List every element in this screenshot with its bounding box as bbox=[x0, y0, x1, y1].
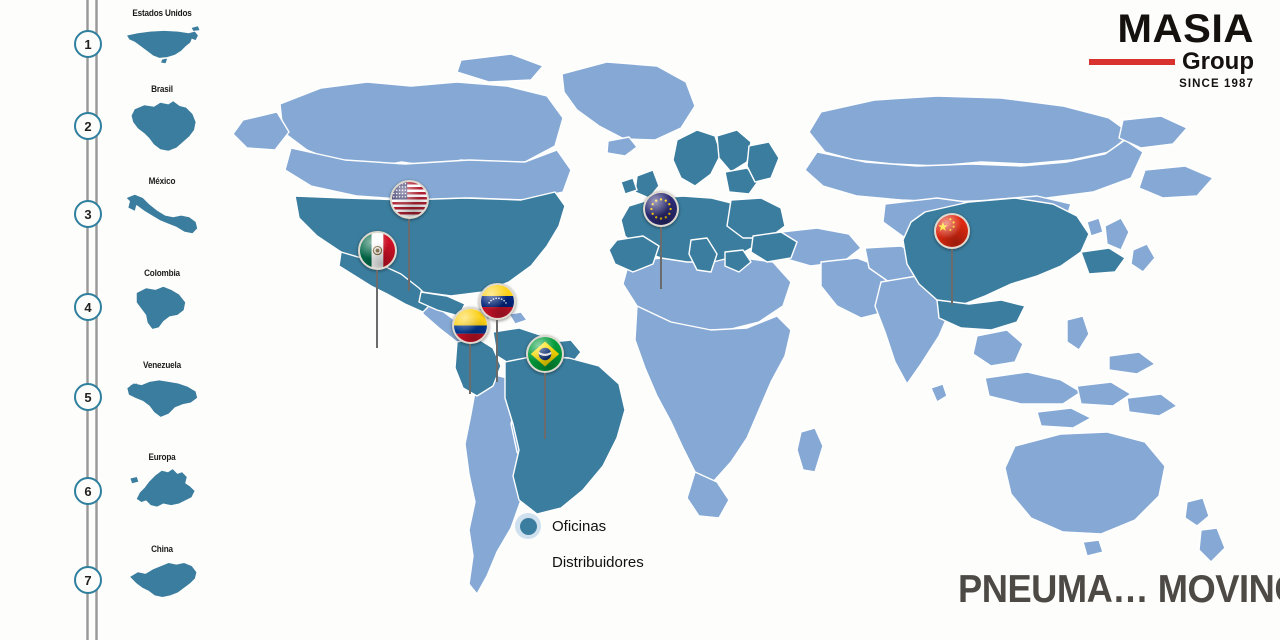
masia-group-logo: MASIA Group SINCE 1987 bbox=[1089, 9, 1254, 91]
pin-stick bbox=[660, 227, 662, 289]
pin-stick bbox=[408, 218, 410, 291]
map-pin-mx[interactable] bbox=[357, 230, 397, 348]
country-shape-united-states bbox=[110, 22, 214, 66]
distributor-regions bbox=[232, 53, 1226, 595]
mx-flag bbox=[357, 230, 397, 270]
logo-since-text: SINCE 1987 bbox=[1179, 78, 1254, 91]
country-shape-china bbox=[110, 558, 214, 602]
logo-wordmark: MASIA bbox=[1117, 7, 1254, 51]
cn-flag bbox=[934, 213, 970, 249]
country-label-mexico: México bbox=[148, 176, 176, 187]
legend-label-office: Oficinas bbox=[552, 517, 607, 535]
pin-stick bbox=[469, 343, 471, 394]
pin-stick bbox=[544, 373, 546, 439]
legend-swatch-distributor bbox=[515, 549, 541, 575]
country-shape-brazil bbox=[110, 98, 214, 154]
country-label-china: China bbox=[151, 544, 173, 555]
country-shape-colombia bbox=[110, 282, 214, 332]
us-flag bbox=[389, 179, 429, 219]
world-map-stage: Oficinas Distribuidores PNEUMA… MOVING A… bbox=[225, 0, 1280, 640]
timeline-badge-7[interactable]: 7 bbox=[74, 566, 102, 594]
legend-swatch-office bbox=[515, 513, 541, 539]
country-shape-mexico bbox=[110, 190, 214, 238]
ve-flag bbox=[478, 282, 516, 320]
country-label-colombia: Colombia bbox=[144, 268, 180, 279]
country-label-europe: Europa bbox=[148, 452, 176, 463]
eu-flag bbox=[643, 191, 679, 227]
pin-stick bbox=[951, 249, 953, 305]
map-pin-cn[interactable] bbox=[934, 213, 970, 305]
legend-row-distributor: Distribuidores bbox=[515, 544, 644, 580]
legend-label-distributor: Distribuidores bbox=[552, 553, 644, 571]
legend-row-office: Oficinas bbox=[515, 508, 644, 544]
map-pin-us[interactable] bbox=[389, 179, 429, 291]
office-regions bbox=[294, 129, 1126, 515]
co-flag bbox=[451, 306, 489, 344]
country-label-brazil: Brasil bbox=[151, 84, 173, 95]
logo-middle-row: Group bbox=[1089, 50, 1254, 74]
logo-red-bar bbox=[1089, 59, 1175, 66]
timeline-badge-5[interactable]: 5 bbox=[74, 383, 102, 411]
timeline-rail-right bbox=[95, 0, 98, 640]
logo-subword: Group bbox=[1182, 48, 1254, 76]
map-pin-co[interactable] bbox=[451, 306, 489, 394]
country-label-venezuela: Venezuela bbox=[143, 360, 181, 371]
country-shape-europe bbox=[110, 466, 214, 516]
timeline-badge-3[interactable]: 3 bbox=[74, 200, 102, 228]
country-timeline-sidebar: Estados Unidos 1 Brasil 2 México 3 Colombia 4 Ve… bbox=[0, 0, 220, 640]
map-pin-ve[interactable] bbox=[478, 282, 516, 382]
timeline-badge-1[interactable]: 1 bbox=[74, 30, 102, 58]
br-flag bbox=[526, 335, 564, 373]
timeline-badge-4[interactable]: 4 bbox=[74, 293, 102, 321]
map-pin-br[interactable] bbox=[526, 335, 564, 439]
map-pin-eu[interactable] bbox=[643, 191, 679, 289]
country-shape-venezuela bbox=[110, 374, 214, 420]
map-legend: Oficinas Distribuidores bbox=[515, 508, 644, 580]
timeline-badge-6[interactable]: 6 bbox=[74, 477, 102, 505]
pin-stick bbox=[376, 269, 378, 348]
country-label-united-states: Estados Unidos bbox=[132, 8, 192, 19]
pin-stick bbox=[496, 319, 498, 382]
tagline: PNEUMA… MOVING AIR bbox=[958, 568, 1280, 611]
timeline-badge-2[interactable]: 2 bbox=[74, 112, 102, 140]
world-map bbox=[225, 0, 1280, 640]
